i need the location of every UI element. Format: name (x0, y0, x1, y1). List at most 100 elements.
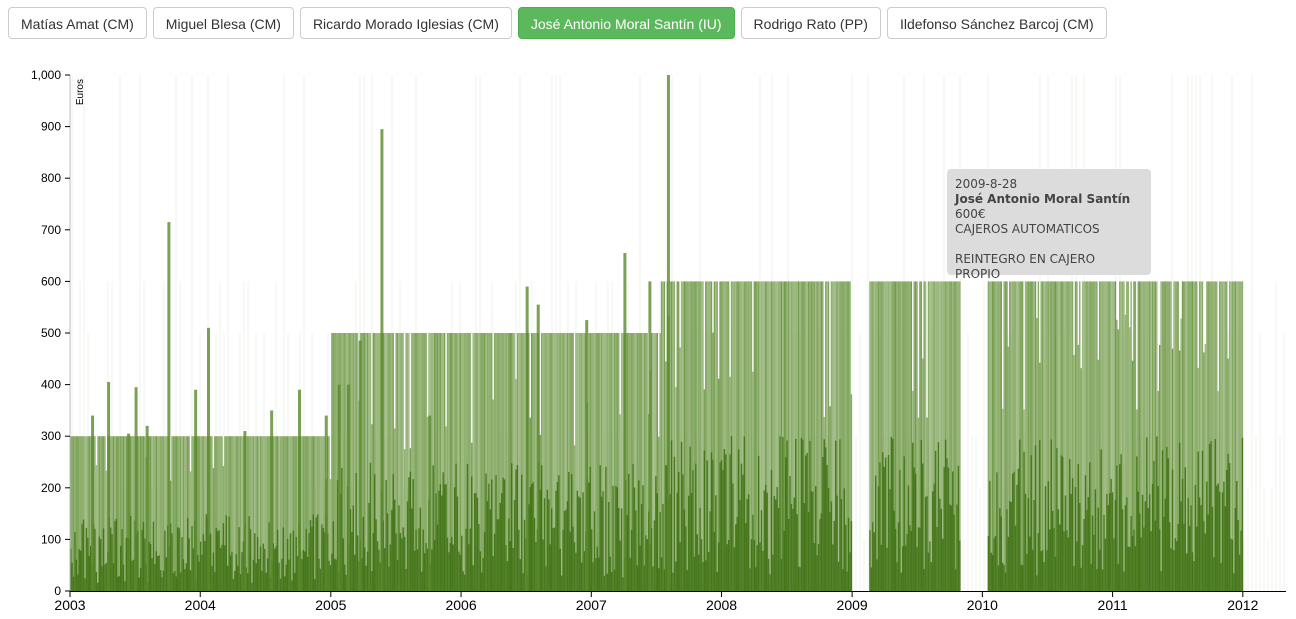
small-transaction-bar (582, 492, 584, 591)
steady-bar (402, 333, 404, 591)
steady-bar (892, 281, 894, 591)
steady-bar (759, 281, 761, 591)
small-transaction-bar (241, 552, 243, 591)
steady-bar (408, 333, 410, 591)
small-transaction-bar (583, 551, 586, 591)
steady-bar (442, 333, 444, 591)
spike-bar (666, 75, 670, 591)
steady-bar (997, 281, 1000, 591)
steady-bar (334, 333, 336, 591)
small-transaction-bar (869, 530, 871, 591)
steady-bar (485, 333, 487, 591)
steady-bar (364, 333, 366, 591)
steady-bar (715, 281, 717, 591)
small-transaction-bar (596, 546, 599, 591)
small-transaction-bar (1177, 523, 1179, 591)
steady-bar (1070, 281, 1072, 591)
steady-bar (274, 436, 276, 591)
steady-bar (873, 281, 875, 591)
small-transaction-bar (924, 496, 927, 591)
steady-bar (406, 333, 409, 591)
steady-bar (946, 281, 948, 591)
tab-ildefonso-sanchez-barcoj[interactable]: Ildefonso Sánchez Barcoj (CM) (886, 7, 1107, 39)
tab-miguel-blesa[interactable]: Miguel Blesa (CM) (152, 7, 294, 39)
steady-bar (1100, 281, 1102, 591)
steady-bar (652, 333, 654, 591)
steady-bar (989, 281, 991, 591)
small-transaction-bar (1153, 460, 1155, 591)
small-transaction-bar (215, 527, 217, 591)
small-transaction-bar (252, 559, 255, 591)
steady-bar (603, 333, 606, 591)
small-transaction-bar (265, 572, 267, 591)
small-transaction-bar (1176, 541, 1178, 591)
small-transaction-bar (912, 442, 914, 591)
steady-bar (1213, 281, 1215, 591)
small-transaction-bar (1087, 497, 1090, 591)
steady-bar (511, 333, 513, 591)
small-transaction-bar (1231, 539, 1234, 591)
small-transaction-bar (278, 562, 280, 591)
small-transaction-bar (199, 541, 202, 591)
steady-bar (99, 436, 102, 591)
steady-bar (473, 333, 476, 591)
steady-bar (815, 281, 817, 591)
small-transaction-bar (258, 559, 260, 591)
steady-bar (199, 436, 202, 591)
small-transaction-bar (1099, 549, 1101, 591)
small-transaction-bar (178, 528, 180, 591)
steady-bar (849, 281, 851, 591)
small-transaction-bar (383, 548, 386, 591)
small-transaction-bar (1083, 519, 1085, 591)
small-transaction-bar (803, 503, 805, 591)
small-transaction-bar (402, 527, 404, 591)
small-transaction-bar (770, 470, 773, 591)
steady-bar (740, 281, 743, 591)
steady-bar (214, 436, 216, 591)
small-transaction-bar (413, 550, 416, 591)
tooltip-date: 2009-8-28 (955, 177, 1018, 191)
steady-bar (419, 333, 422, 591)
steady-bar (105, 470, 108, 591)
steady-bar (540, 333, 543, 591)
small-transaction-bar (422, 529, 424, 591)
small-transaction-bar (1147, 507, 1149, 591)
axes-layer: 01002003004005006007008009001,000Euros20… (31, 68, 1286, 613)
steady-bar (446, 333, 449, 591)
steady-bar (762, 281, 764, 591)
steady-bar (139, 436, 142, 591)
steady-bar (757, 281, 760, 591)
small-transaction-bar (769, 574, 771, 591)
small-transaction-bar (89, 545, 92, 591)
small-transaction-bar (889, 489, 891, 591)
small-transaction-bar (846, 571, 848, 591)
tab-jose-antonio-moral-santin[interactable]: José Antonio Moral Santín (IU) (517, 7, 735, 39)
steady-bar (874, 281, 877, 591)
steady-bar (836, 281, 838, 591)
tooltip-name: José Antonio Moral Santín (955, 192, 1131, 206)
steady-bar (226, 436, 229, 591)
small-transaction-bar (225, 515, 227, 591)
steady-bar (383, 333, 386, 591)
steady-bar (1210, 281, 1212, 591)
steady-bar (1230, 281, 1232, 591)
steady-bar (792, 281, 794, 591)
small-transaction-bar (802, 439, 804, 591)
steady-bar (1193, 281, 1195, 591)
small-transaction-bar (72, 576, 75, 591)
small-transaction-bar (816, 555, 818, 591)
small-transaction-bar (700, 539, 703, 591)
steady-bar (403, 449, 406, 591)
background-bar (119, 75, 121, 591)
steady-bar (1104, 281, 1107, 591)
steady-bar (177, 436, 179, 591)
steady-bar (236, 436, 239, 591)
tab-ricardo-morado-iglesias[interactable]: Ricardo Morado Iglesias (CM) (299, 7, 512, 39)
tab-matias-amat[interactable]: Matías Amat (CM) (8, 7, 147, 39)
small-transaction-bar (689, 446, 691, 591)
small-transaction-bar (894, 529, 897, 591)
steady-bar (508, 333, 510, 591)
tab-rodrigo-rato[interactable]: Rodrigo Rato (PP) (740, 7, 881, 39)
small-transaction-bar (1124, 505, 1127, 591)
steady-bar (231, 436, 233, 591)
